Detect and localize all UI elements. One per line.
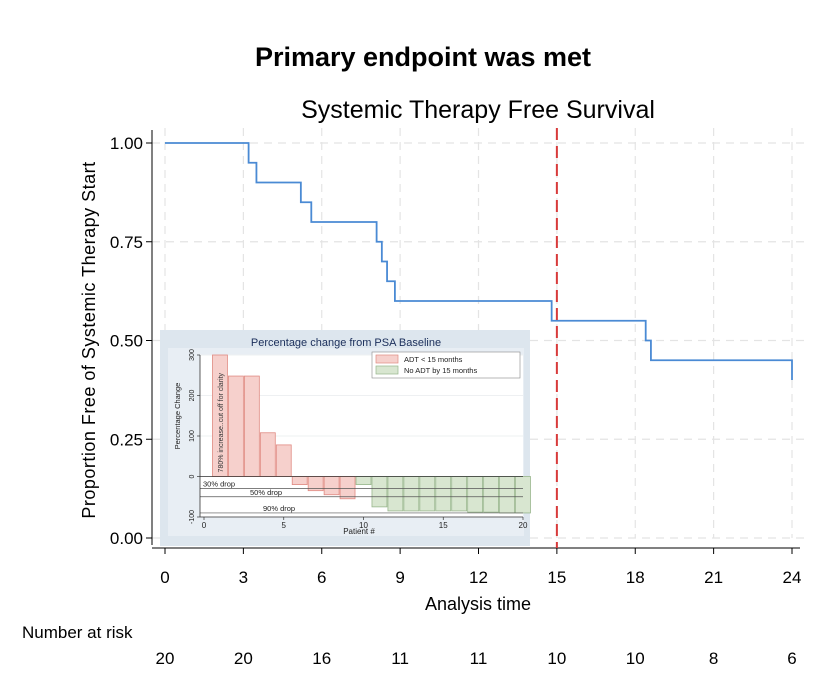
- axes: 0.00 0.25 0.50 0.75 1.00 0 3 6 9 12 15 18 21 24: [110, 130, 802, 587]
- waterfall-bar: [228, 375, 244, 477]
- risk-count: 20: [156, 649, 175, 668]
- drop-label: 90% drop: [263, 504, 295, 513]
- risk-count: 20: [234, 649, 253, 668]
- bar-annotation: 780% increase..cut off for clarity: [218, 372, 225, 472]
- slide-title: Primary endpoint was met: [254, 42, 592, 72]
- risk-count: 6: [787, 649, 796, 668]
- inset-waterfall-chart: Percentage change from PSA Baseline 30% d…: [160, 330, 531, 546]
- inset-x-tick-label: 0: [202, 521, 207, 530]
- legend-label: ADT < 15 months: [404, 355, 463, 364]
- legend-swatch: [375, 354, 399, 364]
- waterfall-bar: [291, 476, 308, 486]
- survival-curve: [165, 142, 793, 380]
- km-chart-title: Systemic Therapy Free Survival: [301, 96, 655, 124]
- y-tick-label: 0.50: [110, 332, 143, 351]
- x-tick-label: 18: [626, 568, 645, 587]
- y-tick-label: 0.75: [110, 233, 143, 252]
- y-tick-label: 0.25: [110, 430, 143, 449]
- drop-label: 30% drop: [203, 480, 235, 489]
- waterfall-bar: [259, 432, 276, 477]
- waterfall-bar: [419, 476, 436, 512]
- waterfall-bar: [499, 476, 515, 514]
- inset-title: Percentage change from PSA Baseline: [251, 337, 441, 349]
- risk-table: 20 20 16 11 11 10 10 8 6: [156, 649, 797, 668]
- waterfall-bar: [355, 476, 372, 486]
- risk-table-label: Number at risk: [22, 623, 133, 642]
- x-axis-label: Analysis time: [425, 594, 531, 614]
- waterfall-bar: [403, 476, 420, 512]
- waterfall-bar: [483, 476, 499, 513]
- inset-y-tick-label: 100: [189, 430, 196, 442]
- legend-swatch: [375, 365, 399, 375]
- inset-y-tick-label: 300: [189, 349, 196, 361]
- risk-count: 11: [391, 649, 409, 668]
- inset-x-tick-label: 5: [282, 521, 287, 530]
- waterfall-bar: [371, 476, 388, 508]
- waterfall-bar: [451, 476, 468, 512]
- risk-count: 10: [626, 649, 645, 668]
- drop-label: 50% drop: [250, 488, 282, 497]
- inset-y-label: Percentage Change: [173, 383, 182, 450]
- y-axis-label: Proportion Free of Systemic Therapy Star…: [79, 161, 99, 518]
- x-tick-label: 6: [317, 568, 326, 587]
- x-tick-label: 24: [783, 568, 802, 587]
- waterfall-bar: [515, 476, 531, 514]
- inset-y-tick-label: -100: [189, 510, 196, 524]
- risk-count: 16: [312, 649, 331, 668]
- x-tick-label: 12: [469, 568, 488, 587]
- x-tick-label: 9: [395, 568, 404, 587]
- risk-count: 10: [547, 649, 566, 668]
- x-tick-label: 21: [704, 568, 723, 587]
- inset-y-tick-label: 200: [189, 390, 196, 402]
- inset-y-tick-label: 0: [189, 474, 196, 478]
- waterfall-bar: [323, 476, 340, 496]
- y-tick-label: 1.00: [110, 134, 143, 153]
- x-tick-label: 15: [547, 568, 566, 587]
- waterfall-bar: [387, 476, 404, 512]
- waterfall-bar: [467, 476, 484, 513]
- risk-count: 8: [709, 649, 718, 668]
- waterfall-bar: [435, 476, 452, 512]
- x-tick-label: 0: [160, 568, 169, 587]
- inset-x-tick-label: 20: [519, 521, 528, 530]
- y-tick-label: 0.00: [110, 529, 143, 548]
- waterfall-bar: [243, 375, 260, 477]
- x-tick-label: 3: [239, 568, 248, 587]
- waterfall-bar: [339, 476, 356, 500]
- risk-count: 11: [470, 649, 488, 668]
- legend-label: No ADT by 15 months: [404, 366, 477, 375]
- inset-x-tick-label: 10: [359, 521, 368, 530]
- survival-curve-path: [165, 142, 793, 380]
- waterfall-bar: [275, 444, 292, 477]
- inset-x-tick-label: 15: [439, 521, 448, 530]
- inset-x-label: Patient #: [343, 527, 375, 536]
